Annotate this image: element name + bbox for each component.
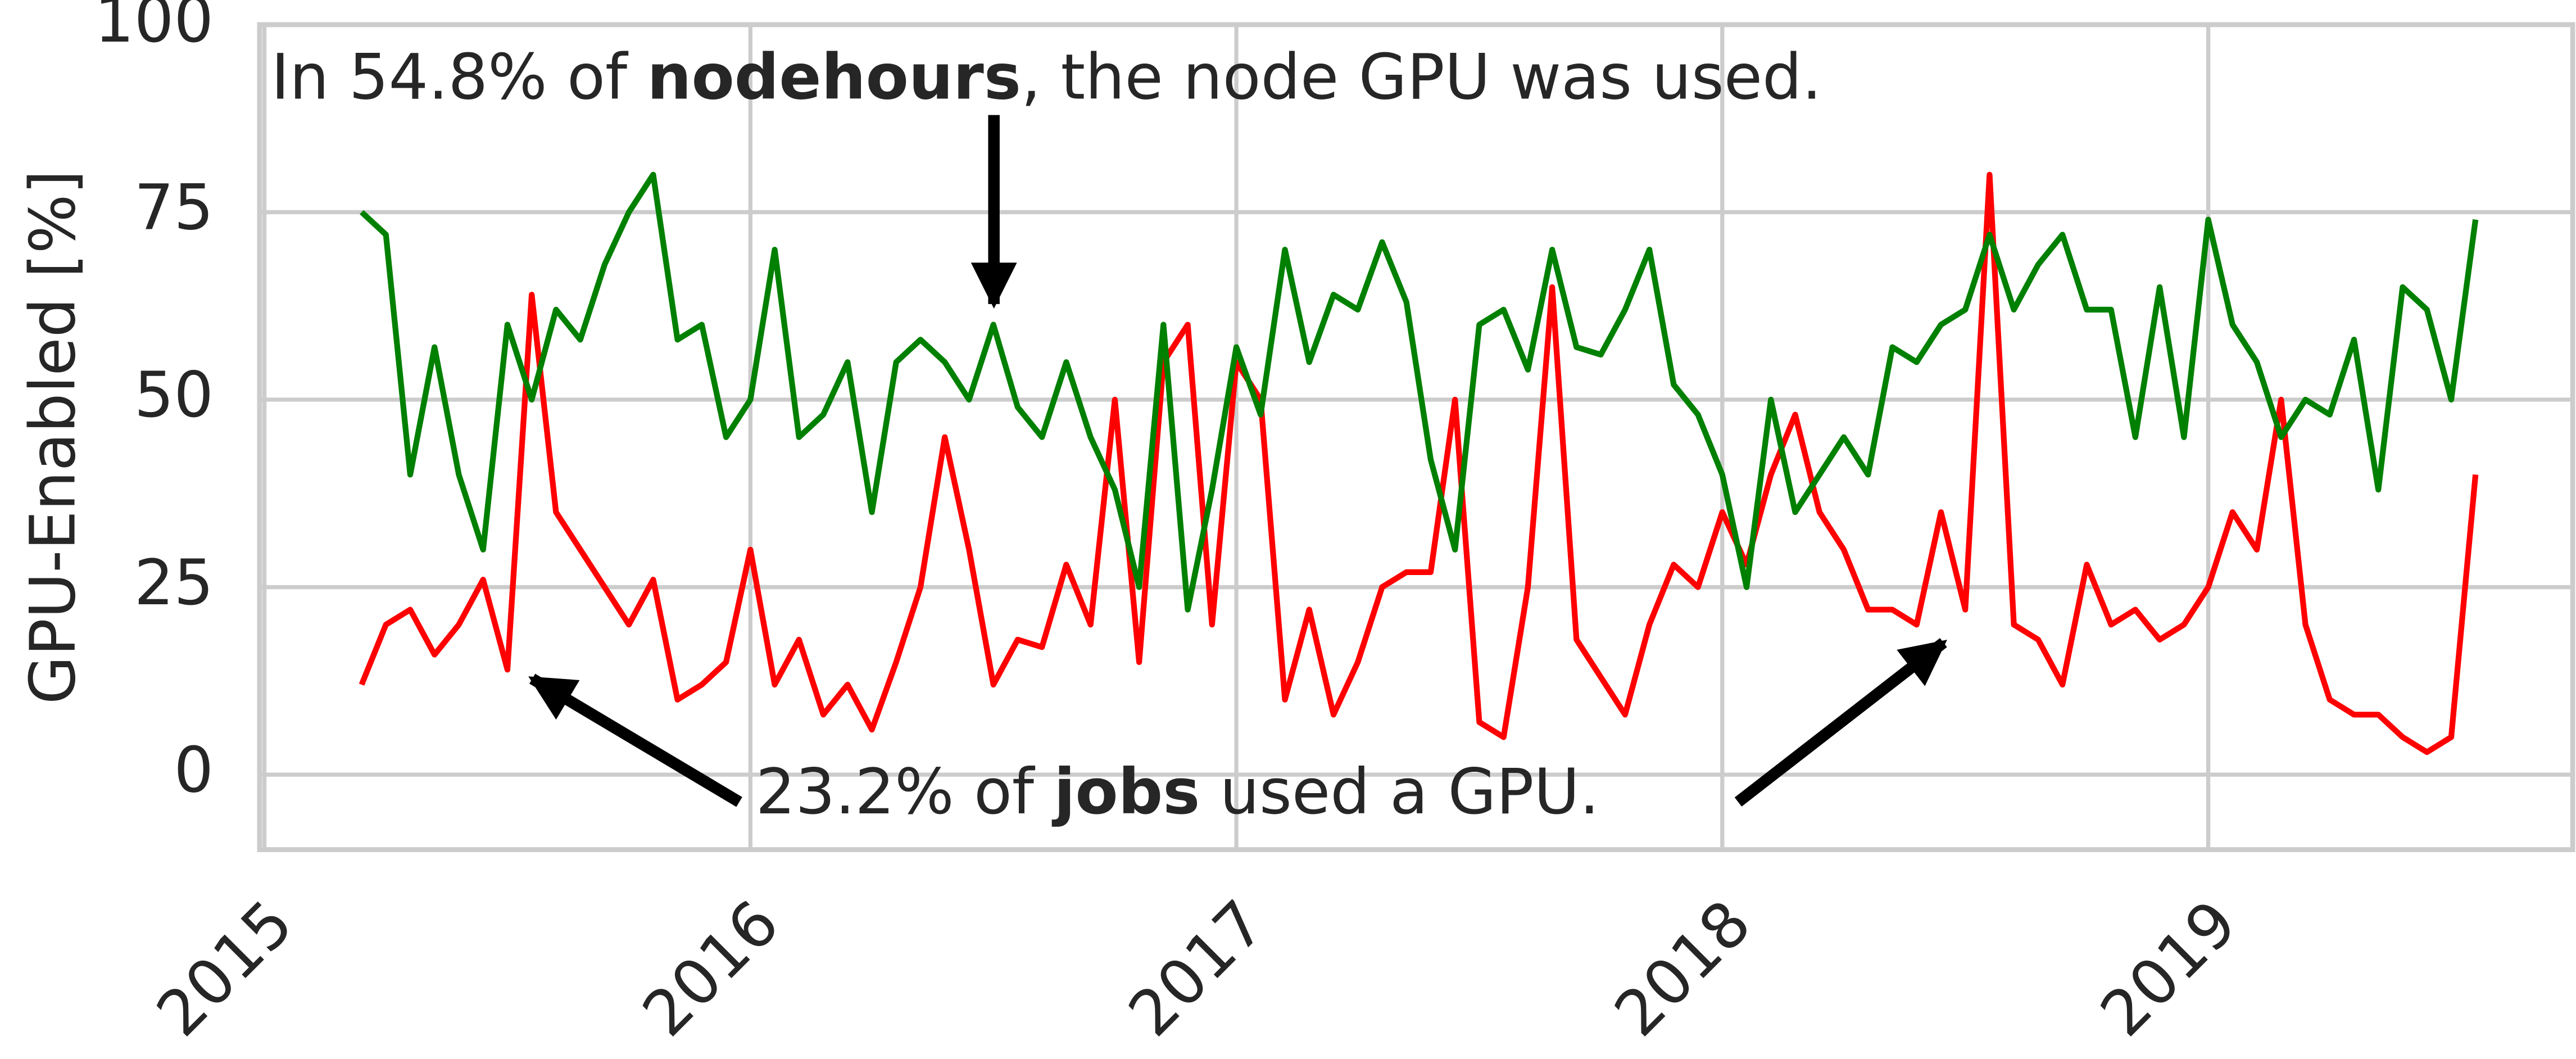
annotation-arrow: [528, 673, 742, 807]
annotation-arrow: [1734, 638, 1947, 807]
y-tick-label: 0: [174, 734, 214, 807]
y-tick-label: 100: [94, 0, 214, 57]
annotation-text: jobs: [1051, 756, 1200, 829]
annotation-text: 23.2% of: [756, 756, 1054, 829]
data-line: [359, 171, 2479, 755]
lines-layer: [359, 171, 2479, 755]
annotation-text: In 54.8% of: [271, 41, 647, 114]
annotation-text: , the node GPU was used.: [1021, 41, 1822, 114]
annotation: In 54.8% of nodehours, the node GPU was …: [271, 41, 1821, 114]
annotation-text: nodehours: [647, 41, 1021, 114]
y-axis-label: GPU-Enabled [%]: [17, 170, 90, 704]
y-tick-label: 50: [134, 359, 214, 432]
y-tick-label: 75: [134, 172, 214, 245]
plot-frame: [257, 22, 2575, 852]
y-tick-label: 25: [134, 547, 214, 619]
annotation: 23.2% of jobs used a GPU.: [756, 756, 1599, 829]
data-line: [360, 171, 2479, 613]
grid-layer: [259, 22, 2573, 850]
annotation-text: used a GPU.: [1200, 756, 1599, 829]
